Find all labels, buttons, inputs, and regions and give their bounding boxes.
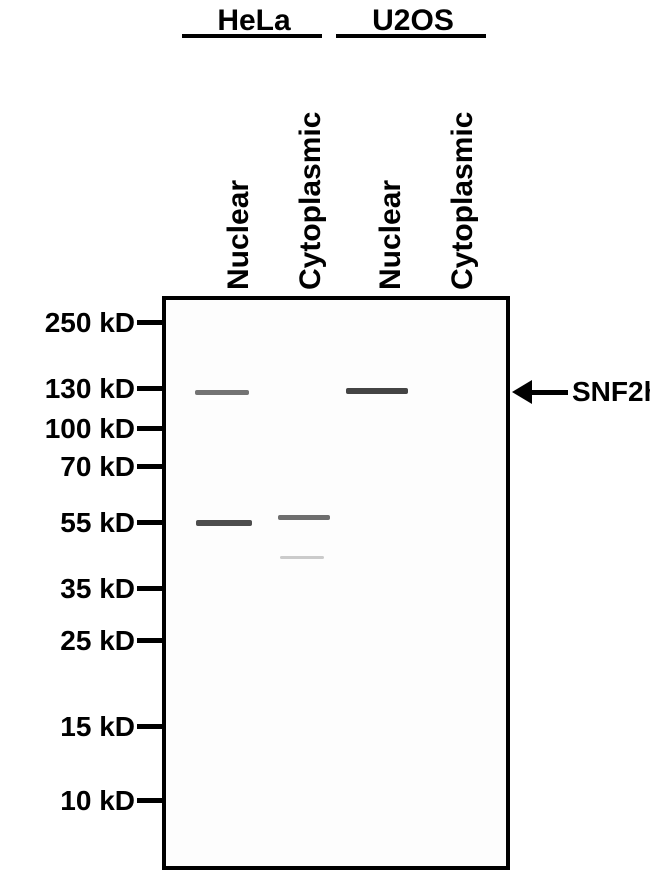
cell-line-header: U2OS bbox=[333, 4, 493, 38]
blot-box bbox=[162, 296, 510, 870]
arrow-line bbox=[532, 390, 568, 395]
mw-tick bbox=[137, 724, 162, 729]
mw-tick bbox=[137, 798, 162, 803]
mw-label: 25 kD bbox=[60, 625, 135, 657]
lane-label: Nuclear bbox=[374, 180, 408, 290]
mw-tick bbox=[137, 586, 162, 591]
mw-tick bbox=[137, 464, 162, 469]
lane-label: Nuclear bbox=[222, 180, 256, 290]
mw-label: 35 kD bbox=[60, 573, 135, 605]
blot-band bbox=[280, 556, 324, 559]
lane-label: Cytoplasmic bbox=[294, 112, 328, 290]
arrow-head-icon bbox=[512, 380, 532, 404]
target-label: SNF2h bbox=[572, 376, 650, 408]
blot-band bbox=[196, 520, 252, 526]
cell-line-header: HeLa bbox=[194, 4, 314, 38]
target-arrow: SNF2h bbox=[512, 376, 650, 408]
mw-tick bbox=[137, 386, 162, 391]
blot-band bbox=[278, 515, 330, 520]
mw-label: 70 kD bbox=[60, 451, 135, 483]
mw-label: 100 kD bbox=[45, 413, 135, 445]
mw-tick bbox=[137, 520, 162, 525]
cell-line-bar bbox=[182, 34, 322, 38]
mw-label: 10 kD bbox=[60, 785, 135, 817]
mw-tick bbox=[137, 638, 162, 643]
mw-label: 130 kD bbox=[45, 373, 135, 405]
lane-label: Cytoplasmic bbox=[446, 112, 480, 290]
mw-label: 250 kD bbox=[45, 307, 135, 339]
mw-label: 15 kD bbox=[60, 711, 135, 743]
mw-tick bbox=[137, 426, 162, 431]
cell-line-bar bbox=[336, 34, 486, 38]
blot-band bbox=[346, 388, 408, 394]
mw-label: 55 kD bbox=[60, 507, 135, 539]
mw-tick bbox=[137, 320, 162, 325]
blot-band bbox=[195, 390, 249, 395]
